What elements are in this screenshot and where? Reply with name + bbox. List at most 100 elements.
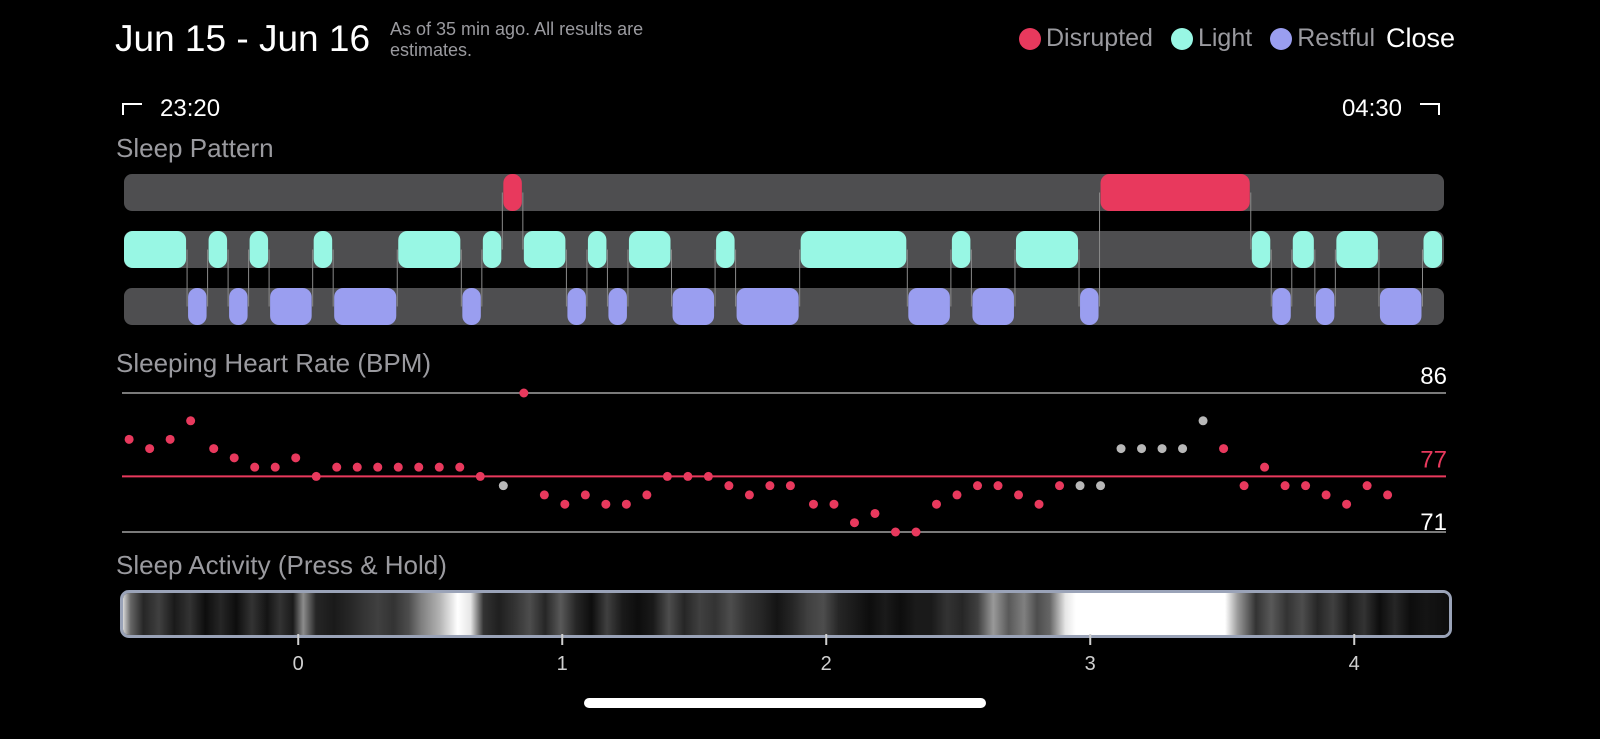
hr-point — [475, 471, 485, 481]
hr-point — [642, 490, 652, 500]
hr-point — [352, 462, 362, 472]
hr-point — [291, 453, 301, 463]
hr-point — [1178, 444, 1188, 454]
hr-point — [186, 416, 196, 426]
hr-point — [393, 462, 403, 472]
hr-point — [455, 462, 465, 472]
axis-tick-label: 1 — [557, 653, 568, 675]
axis-tick-label: 4 — [1349, 653, 1360, 675]
hr-point — [1239, 481, 1249, 491]
hr-point — [744, 490, 754, 500]
hr-point — [662, 471, 672, 481]
segment-restful — [672, 288, 715, 325]
hr-point — [373, 462, 383, 472]
segment-disrupted — [503, 174, 522, 211]
hr-point — [703, 471, 713, 481]
hr-point — [870, 508, 880, 518]
hr-point — [165, 434, 175, 444]
disrupted-dot-icon — [1018, 27, 1041, 50]
hr-point — [952, 490, 962, 500]
range-end-bracket-icon — [1420, 103, 1440, 115]
legend-item-restful: Restful — [1270, 24, 1375, 53]
axis-tick-label: 0 — [293, 653, 304, 675]
hr-point — [1075, 481, 1085, 491]
heart-rate-title: Sleeping Heart Rate (BPM) — [116, 348, 432, 378]
sleep-charts: 86 77 71 — [122, 174, 1447, 537]
hr-point — [1362, 481, 1372, 491]
hr-point — [1198, 416, 1208, 426]
segment-restful — [229, 288, 248, 325]
sleep-pattern-title: Sleep Pattern — [116, 133, 274, 163]
segment-restful — [1315, 288, 1335, 325]
hr-point — [1014, 490, 1024, 500]
hr-point — [498, 481, 508, 491]
hr-point — [911, 527, 921, 537]
hr-point — [683, 471, 693, 481]
segment-restful — [188, 288, 207, 325]
close-button[interactable]: Close — [1385, 23, 1455, 53]
hr-point — [270, 462, 280, 472]
segment-restful — [1379, 288, 1422, 325]
segment-light — [313, 231, 333, 268]
hr-point — [1137, 444, 1147, 454]
hr-point — [621, 499, 631, 509]
hr-point — [724, 481, 734, 491]
segment-light — [628, 231, 671, 268]
start-time-label: 23:20 — [160, 95, 221, 122]
hr-point — [785, 481, 795, 491]
segment-light — [249, 231, 269, 268]
hr-point — [932, 499, 942, 509]
sleep-activity-title: Sleep Activity (Press & Hold) — [116, 550, 447, 580]
segment-light — [951, 231, 971, 268]
segment-restful — [608, 288, 627, 325]
segment-light — [124, 231, 187, 268]
segment-disrupted — [1100, 174, 1250, 211]
hr-point — [808, 499, 818, 509]
hr-point — [1260, 462, 1270, 472]
hr-point — [311, 471, 321, 481]
segment-light — [800, 231, 907, 268]
hr-point — [332, 462, 342, 472]
segment-light — [1292, 231, 1314, 268]
segment-restful — [334, 288, 397, 325]
hr-point — [1096, 481, 1106, 491]
axis-tick-label: 3 — [1085, 653, 1096, 675]
hr-point — [580, 490, 590, 500]
date-range-title: Jun 15 - Jun 16 — [115, 18, 371, 59]
light-dot-icon — [1170, 27, 1193, 50]
end-time-label: 04:30 — [1341, 95, 1402, 122]
hr-min-label: 71 — [1420, 509, 1447, 536]
segment-light — [716, 231, 735, 268]
hr-point — [414, 462, 424, 472]
segment-light — [587, 231, 607, 268]
hr-point — [209, 444, 219, 454]
segment-restful — [972, 288, 1014, 325]
end-time: 04:30 — [1342, 95, 1440, 123]
segment-light — [523, 231, 566, 268]
segment-restful — [1272, 288, 1291, 325]
segment-light — [1423, 231, 1442, 268]
segment-light — [1251, 231, 1271, 268]
segment-light — [1336, 231, 1378, 268]
start-time: 23:20 — [122, 95, 220, 123]
home-indicator[interactable] — [584, 698, 986, 708]
hr-point — [250, 462, 260, 472]
segment-light — [1015, 231, 1079, 268]
segment-restful — [567, 288, 586, 325]
range-start-bracket-icon — [122, 103, 142, 115]
sleep-activity-gradient — [123, 593, 1449, 635]
hr-point — [973, 481, 983, 491]
hr-point — [849, 518, 859, 528]
hr-point — [229, 453, 239, 463]
sleep-activity-bar[interactable] — [120, 590, 1452, 638]
segment-light — [208, 231, 228, 268]
hr-max-label: 86 — [1420, 363, 1447, 390]
hr-point — [1034, 499, 1044, 509]
hr-avg-label: 77 — [1420, 446, 1447, 473]
hr-point — [539, 490, 549, 500]
hr-point — [1301, 481, 1311, 491]
hr-point — [1116, 444, 1126, 454]
segment-restful — [736, 288, 799, 325]
hr-point — [1280, 481, 1290, 491]
segment-restful — [1080, 288, 1099, 325]
